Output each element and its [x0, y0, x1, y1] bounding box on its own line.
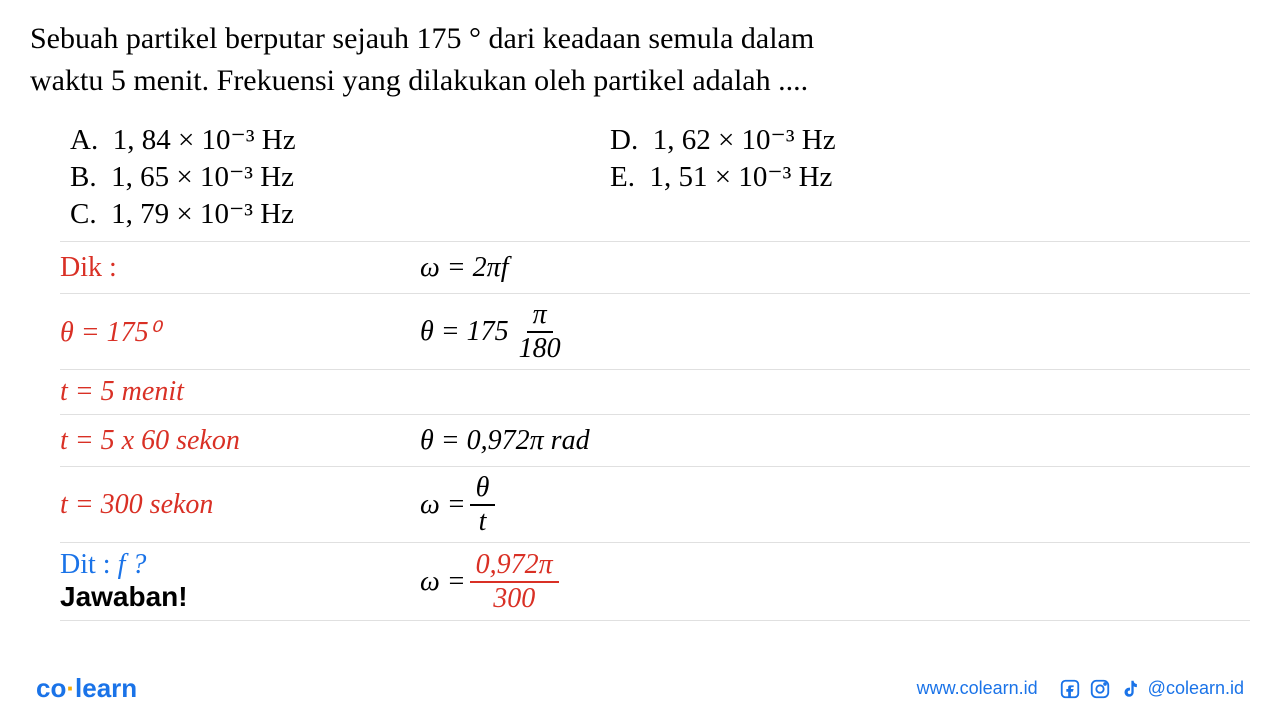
omega-fraction-2: 0,972π 300 — [470, 551, 559, 613]
theta-given: θ = 175⁰ — [60, 309, 420, 355]
footer-right: www.colearn.id @colearn.id — [917, 677, 1244, 701]
footer: co·learn www.colearn.id @colearn.id — [0, 673, 1280, 704]
question-text: Sebuah partikel berputar sejauh 175 ° da… — [0, 0, 1280, 112]
row-t-calc1: t = 5 x 60 sekon θ = 0,972π rad — [60, 414, 1250, 466]
instagram-icon — [1088, 677, 1112, 701]
option-d: D. 1, 62 × 10⁻³ Hz — [610, 122, 836, 157]
t-calc-2: t = 300 sekon — [60, 483, 420, 527]
jawaban-label: Jawaban! — [60, 581, 188, 612]
options-block: A. 1, 84 × 10⁻³ Hz B. 1, 65 × 10⁻³ Hz C.… — [0, 112, 1280, 241]
omega-frac-1: ω = θ t — [420, 468, 499, 542]
social-handle: @colearn.id — [1148, 678, 1244, 699]
dit-cell: Dit : f ? Jawaban! — [60, 543, 420, 620]
socials: @colearn.id — [1058, 677, 1244, 701]
tiktok-icon — [1118, 677, 1142, 701]
dit-var: f ? — [118, 549, 147, 580]
row-dit: Dit : f ? Jawaban! ω = 0,972π 300 — [60, 542, 1250, 621]
logo-learn: learn — [75, 673, 137, 703]
question-line-2: waktu 5 menit. Frekuensi yang dilakukan … — [30, 64, 808, 97]
logo-co: co — [36, 673, 66, 703]
row-theta: θ = 175⁰ θ = 175 π 180 — [60, 293, 1250, 369]
footer-url: www.colearn.id — [917, 678, 1038, 699]
row-t-calc2: t = 300 sekon ω = θ t — [60, 466, 1250, 542]
worked-solution: Dik : ω = 2πf θ = 175⁰ θ = 175 π 180 t =… — [0, 241, 1280, 621]
theta-fraction: π 180 — [513, 301, 567, 363]
options-col-right: D. 1, 62 × 10⁻³ Hz E. 1, 51 × 10⁻³ Hz — [610, 122, 836, 231]
row-t-given: t = 5 menit — [60, 369, 1250, 414]
logo-dot: · — [66, 673, 75, 703]
omega-fraction-1: θ t — [470, 474, 496, 536]
row-dik: Dik : ω = 2πf — [60, 241, 1250, 293]
option-e: E. 1, 51 × 10⁻³ Hz — [610, 159, 836, 194]
t-calc-1: t = 5 x 60 sekon — [60, 419, 420, 463]
question-line-1: Sebuah partikel berputar sejauh 175 ° da… — [30, 22, 814, 55]
option-b: B. 1, 65 × 10⁻³ Hz — [70, 159, 610, 194]
facebook-icon — [1058, 677, 1082, 701]
omega-formula: ω = 2πf — [420, 246, 508, 290]
option-a: A. 1, 84 × 10⁻³ Hz — [70, 122, 610, 157]
dik-label: Dik : — [60, 246, 420, 290]
option-c: C. 1, 79 × 10⁻³ Hz — [70, 196, 610, 231]
options-col-left: A. 1, 84 × 10⁻³ Hz B. 1, 65 × 10⁻³ Hz C.… — [70, 122, 610, 231]
logo: co·learn — [36, 673, 137, 704]
dit-label: Dit : — [60, 549, 118, 580]
theta-rad: θ = 0,972π rad — [420, 419, 590, 463]
omega-frac-2: ω = 0,972π 300 — [420, 545, 563, 619]
t-given: t = 5 menit — [60, 370, 420, 414]
theta-conversion: θ = 175 π 180 — [420, 295, 571, 369]
